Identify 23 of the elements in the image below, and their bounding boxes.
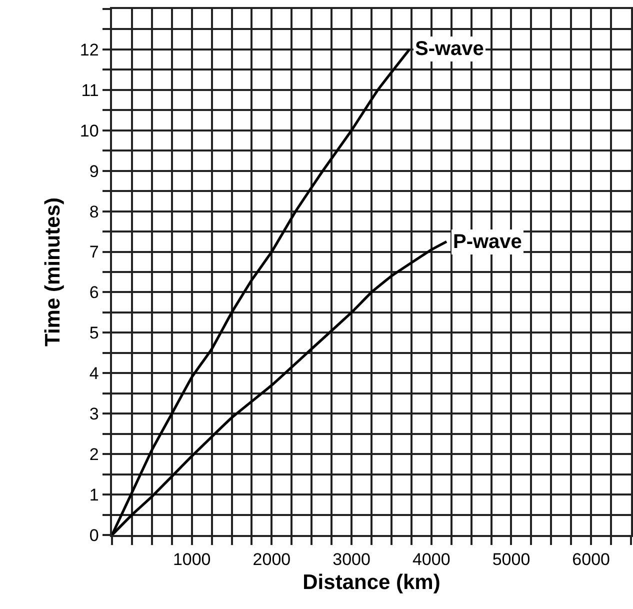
x-tick-label: 4000	[412, 550, 450, 570]
x-tick-label: 2000	[252, 550, 291, 570]
y-tick-label: 10	[80, 121, 99, 140]
y-tick-label: 9	[89, 162, 99, 181]
y-tick-label: 11	[81, 80, 99, 100]
y-tick-label: 0	[89, 526, 99, 545]
x-axis-title: Distance (km)	[302, 570, 440, 594]
y-tick-label: 2	[89, 445, 99, 464]
y-axis-title: Time (minutes)	[42, 198, 65, 346]
y-tick-label: 7	[89, 242, 99, 262]
x-tick-label: 5000	[492, 550, 530, 570]
y-tick-label: 12	[80, 40, 99, 60]
y-tick-label: 8	[89, 202, 99, 222]
series-label: S-wave	[415, 38, 484, 60]
y-tick-label: 5	[89, 324, 99, 343]
x-tick-label: 3000	[332, 550, 370, 570]
x-tick-label: 1000	[172, 550, 211, 570]
series-label: P-wave	[453, 231, 522, 253]
y-tick-label: 4	[89, 364, 99, 384]
x-tick-label: 6000	[572, 550, 610, 570]
y-tick-label: 1	[89, 485, 99, 504]
y-tick-label: 3	[89, 404, 99, 424]
y-tick-label: 6	[89, 283, 99, 302]
